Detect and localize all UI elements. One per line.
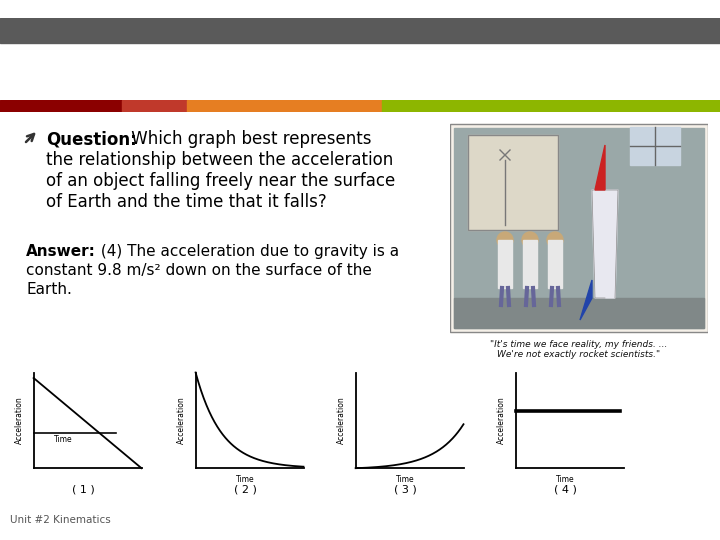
Text: Which graph best represents: Which graph best represents bbox=[126, 130, 372, 148]
Text: Acceleration: Acceleration bbox=[177, 396, 186, 444]
Polygon shape bbox=[595, 145, 605, 190]
Bar bbox=[122, 100, 187, 112]
Text: (4) The acceleration due to gravity is a: (4) The acceleration due to gravity is a bbox=[96, 244, 399, 259]
Text: constant 9.8 m/s² down on the surface of the: constant 9.8 m/s² down on the surface of… bbox=[26, 263, 372, 278]
Text: Earth.: Earth. bbox=[26, 282, 72, 297]
Bar bbox=[454, 298, 704, 328]
Bar bbox=[454, 128, 704, 328]
Circle shape bbox=[547, 232, 563, 248]
Text: Answer:: Answer: bbox=[26, 244, 96, 259]
Text: Time: Time bbox=[235, 476, 254, 484]
Text: Acceleration: Acceleration bbox=[15, 396, 24, 444]
Text: of an object falling freely near the surface: of an object falling freely near the sur… bbox=[46, 172, 395, 190]
Bar bbox=[498, 240, 512, 288]
Text: Time: Time bbox=[55, 435, 73, 444]
Text: ( 3 ): ( 3 ) bbox=[394, 484, 416, 495]
Text: ( 1 ): ( 1 ) bbox=[71, 484, 94, 495]
Bar bbox=[468, 135, 558, 230]
Circle shape bbox=[497, 232, 513, 248]
Text: the relationship between the acceleration: the relationship between the acceleratio… bbox=[46, 151, 393, 169]
Bar bbox=[548, 240, 562, 288]
Bar bbox=[523, 240, 537, 288]
Bar bbox=[0, 100, 122, 112]
Bar bbox=[0, 18, 720, 43]
Text: Question:: Question: bbox=[46, 130, 137, 148]
Circle shape bbox=[522, 232, 538, 248]
Bar bbox=[468, 135, 558, 230]
Text: ( 2 ): ( 2 ) bbox=[233, 484, 256, 495]
Text: "It's time we face reality, my friends. ...
We're not exactly rocket scientists.: "It's time we face reality, my friends. … bbox=[490, 340, 667, 360]
Polygon shape bbox=[592, 190, 618, 298]
Text: Sample Problem #4: Sample Problem #4 bbox=[181, 46, 539, 80]
Bar bbox=[382, 100, 720, 112]
Bar bbox=[450, 124, 708, 332]
Bar bbox=[187, 100, 382, 112]
Text: Time: Time bbox=[556, 476, 575, 484]
Bar bbox=[450, 124, 708, 332]
Polygon shape bbox=[580, 280, 592, 320]
Text: ( 4 ): ( 4 ) bbox=[554, 484, 577, 495]
Text: Time: Time bbox=[396, 476, 414, 484]
Text: Unit #2 Kinematics: Unit #2 Kinematics bbox=[10, 515, 111, 525]
Text: Acceleration: Acceleration bbox=[497, 396, 505, 444]
Text: of Earth and the time that it falls?: of Earth and the time that it falls? bbox=[46, 193, 327, 211]
Bar bbox=[630, 127, 680, 165]
Text: Acceleration: Acceleration bbox=[337, 396, 346, 444]
